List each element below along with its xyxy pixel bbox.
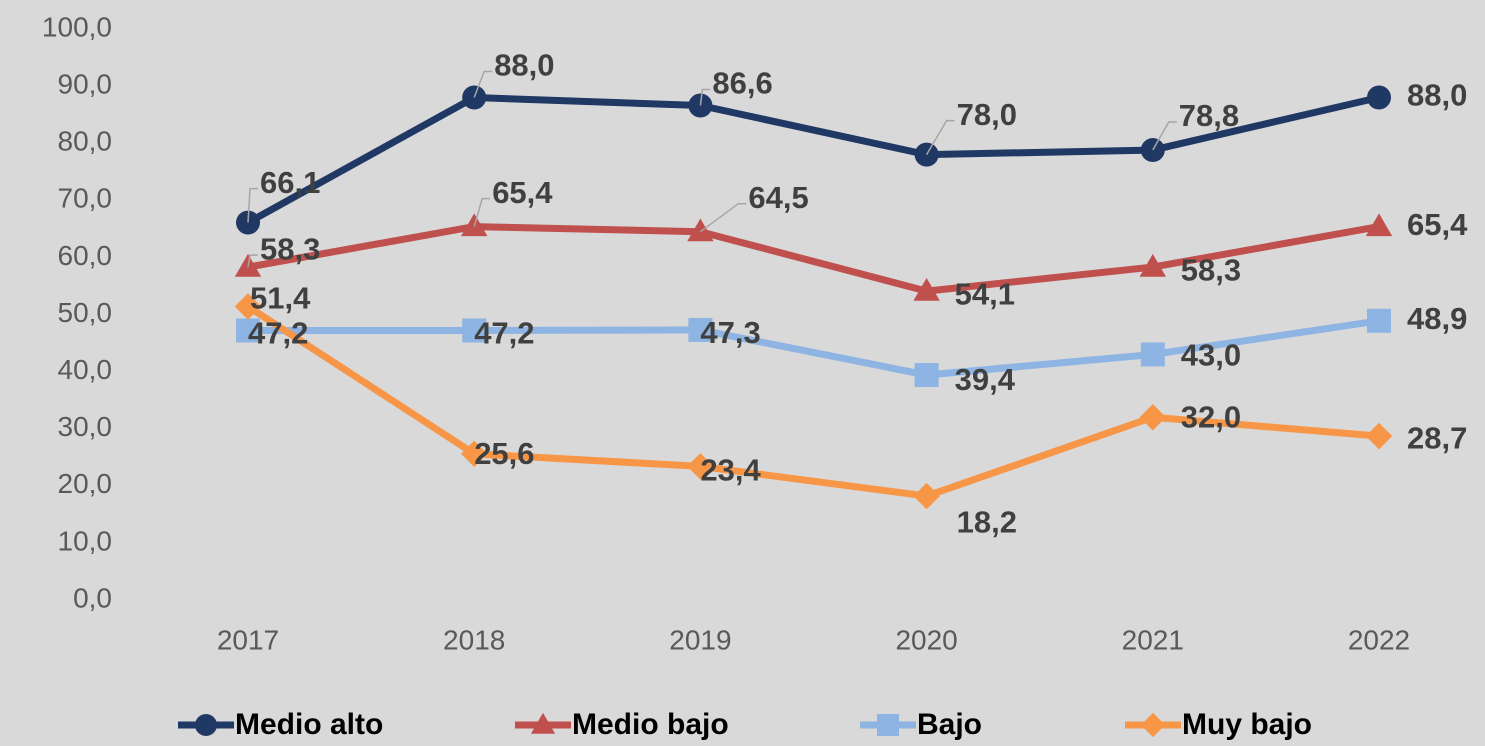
data-point: [688, 317, 713, 342]
leader-line: [925, 119, 955, 156]
data-point: [1139, 253, 1166, 277]
leader-line: [473, 70, 493, 98]
y-tick-label: 80,0: [58, 126, 113, 157]
legend-marker: [530, 712, 556, 734]
y-tick-label: 100,0: [42, 11, 112, 42]
y-tick-label: 90,0: [58, 68, 113, 99]
data-point: [1140, 342, 1165, 367]
legend-marker: [1140, 712, 1166, 738]
data-point: [234, 293, 262, 320]
x-tick-label: 2019: [669, 624, 731, 655]
data-point: [1367, 308, 1391, 333]
data-point: [914, 363, 939, 388]
data-point: [462, 318, 487, 343]
data-label: 51,4: [250, 281, 311, 316]
data-label: 18,2: [957, 504, 1017, 539]
data-point: [461, 440, 488, 468]
x-tick-label: 2022: [1348, 624, 1410, 655]
data-label: 43,0: [1181, 338, 1241, 373]
data-point: [687, 453, 714, 480]
data-point: [1365, 422, 1393, 450]
data-label: 47,2: [474, 316, 534, 351]
y-tick-label: 10,0: [58, 525, 113, 556]
data-label: 54,1: [955, 276, 1015, 311]
x-tick-label: 2018: [443, 624, 505, 655]
data-point: [913, 277, 940, 301]
leader-line: [247, 187, 258, 223]
data-label: 32,0: [1181, 399, 1241, 434]
leader-line: [699, 202, 747, 233]
x-tick-label: 2020: [895, 624, 957, 655]
y-tick-label: 70,0: [58, 183, 113, 214]
legend-marker: [877, 714, 899, 736]
data-point: [913, 482, 940, 510]
data-label: 66,1: [260, 165, 320, 200]
legend-label: Bajo: [917, 708, 982, 741]
legend-label: Medio bajo: [572, 708, 729, 741]
data-label: 88,0: [1407, 78, 1467, 113]
data-point: [687, 218, 714, 242]
x-tick-label: 2021: [1122, 624, 1184, 655]
legend-label: Muy bajo: [1182, 708, 1312, 741]
data-label: 23,4: [700, 453, 761, 488]
data-label: 25,6: [474, 436, 534, 471]
legend-marker: [195, 714, 217, 736]
y-tick-label: 0,0: [73, 582, 112, 613]
y-tick-label: 30,0: [58, 411, 113, 442]
y-tick-label: 50,0: [58, 297, 113, 328]
leader-line: [473, 197, 491, 227]
data-label: 65,4: [492, 175, 553, 210]
data-label: 65,4: [1407, 207, 1468, 242]
x-tick-label: 2017: [217, 624, 279, 655]
series-line: [248, 317, 1380, 379]
series-line: [246, 94, 1380, 226]
data-label: 88,0: [494, 48, 554, 83]
y-tick-label: 60,0: [58, 240, 113, 271]
data-point: [1367, 85, 1391, 110]
data-label: 64,5: [748, 180, 808, 215]
data-label: 28,7: [1407, 420, 1467, 455]
data-point: [1139, 404, 1166, 431]
series-line: [246, 303, 1380, 500]
data-point: [1365, 213, 1393, 237]
data-point: [236, 318, 260, 343]
data-label: 47,3: [700, 315, 760, 350]
data-label: 86,6: [712, 66, 772, 101]
y-tick-label: 20,0: [58, 468, 113, 499]
series-line: [247, 223, 1380, 295]
leader-line: [247, 254, 258, 268]
data-label: 58,3: [1181, 252, 1241, 287]
data-label: 78,0: [957, 97, 1017, 132]
data-label: 58,3: [260, 231, 320, 266]
legend-label: Medio alto: [235, 708, 383, 741]
data-label: 39,4: [955, 362, 1016, 397]
leader-line: [1152, 121, 1177, 151]
data-label: 78,8: [1179, 98, 1239, 133]
leader-line: [699, 88, 711, 106]
data-label: 48,9: [1407, 301, 1467, 336]
data-label: 47,2: [248, 316, 308, 351]
y-tick-label: 40,0: [58, 354, 113, 385]
